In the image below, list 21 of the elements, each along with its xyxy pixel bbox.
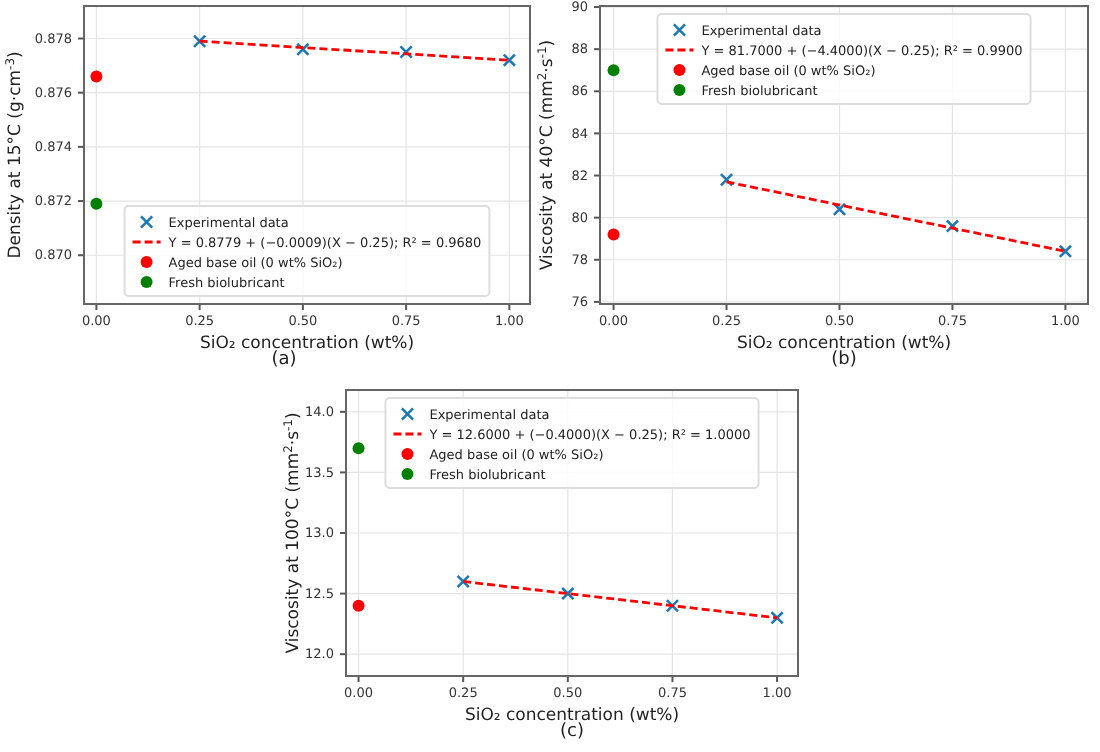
point [1058, 244, 1073, 259]
point [456, 574, 471, 589]
point [770, 610, 784, 625]
point [607, 64, 620, 77]
point [90, 197, 103, 210]
point [560, 586, 575, 601]
point [665, 598, 680, 613]
point [90, 70, 103, 83]
point [295, 42, 310, 57]
point [502, 53, 517, 68]
point [607, 228, 620, 241]
text: (a) [271, 350, 297, 370]
text: (c) [560, 722, 584, 742]
point [352, 599, 365, 612]
point [832, 202, 847, 217]
point [352, 442, 365, 455]
point [719, 172, 734, 187]
text: (b) [831, 350, 857, 370]
point [945, 219, 960, 233]
point [192, 34, 207, 49]
point [399, 45, 414, 59]
